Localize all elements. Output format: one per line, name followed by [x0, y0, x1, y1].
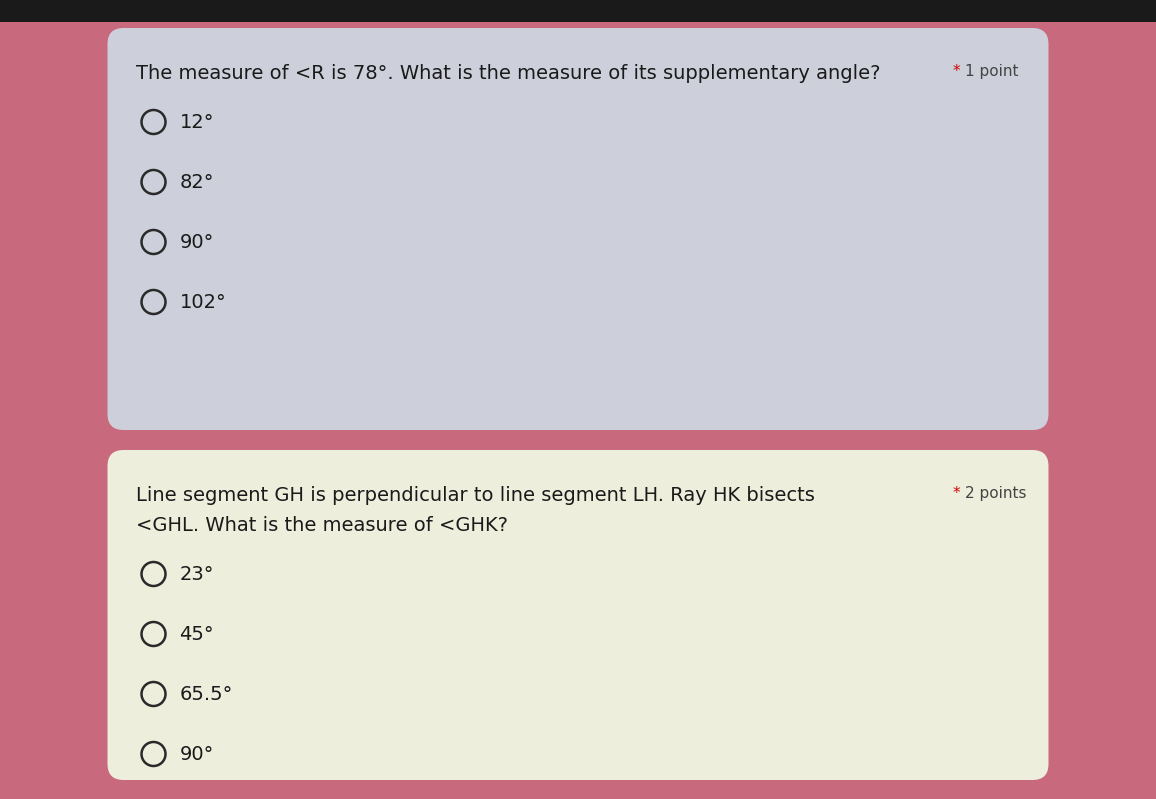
Text: *: *	[954, 64, 966, 79]
Text: <GHL. What is the measure of <GHK?: <GHL. What is the measure of <GHK?	[135, 516, 507, 535]
Text: 102°: 102°	[179, 292, 227, 312]
FancyBboxPatch shape	[108, 28, 1048, 430]
FancyBboxPatch shape	[108, 450, 1048, 780]
Text: 23°: 23°	[179, 565, 214, 583]
Text: Line segment GH is perpendicular to line segment LH. Ray HK bisects: Line segment GH is perpendicular to line…	[135, 486, 814, 505]
Text: The measure of <R is 78°. What is the measure of its supplementary angle?: The measure of <R is 78°. What is the me…	[135, 64, 880, 83]
Text: 2 points: 2 points	[965, 486, 1027, 501]
Text: 65.5°: 65.5°	[179, 685, 232, 703]
Text: 90°: 90°	[179, 745, 214, 764]
Text: *: *	[954, 486, 966, 501]
Text: 90°: 90°	[179, 233, 214, 252]
Text: 82°: 82°	[179, 173, 214, 192]
Text: 45°: 45°	[179, 625, 214, 643]
Text: 12°: 12°	[179, 113, 214, 132]
FancyBboxPatch shape	[0, 0, 1156, 22]
Text: 1 point: 1 point	[965, 64, 1018, 79]
